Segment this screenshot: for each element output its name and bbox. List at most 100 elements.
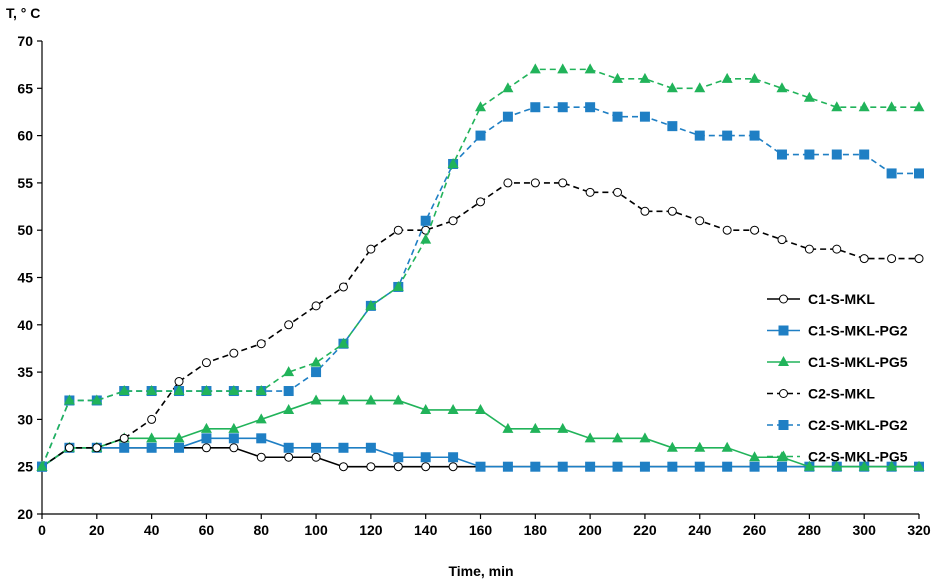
data-point <box>558 178 568 188</box>
data-point <box>694 461 705 472</box>
data-point <box>639 432 651 443</box>
data-point <box>255 385 267 396</box>
x-tick-label: 260 <box>743 522 767 538</box>
data-point <box>146 442 157 453</box>
data-point <box>695 216 705 226</box>
data-point <box>694 441 706 452</box>
data-point <box>256 339 266 349</box>
x-tick-label: 240 <box>688 522 712 538</box>
data-point <box>886 168 897 179</box>
legend-label: C2-S-MKL <box>808 386 875 402</box>
series-c2-s-mkl-pg2 <box>37 102 924 472</box>
data-point <box>311 442 322 453</box>
data-point <box>886 101 898 112</box>
data-point <box>913 101 925 112</box>
data-point <box>831 101 843 112</box>
data-point <box>256 433 267 444</box>
y-tick-label: 25 <box>17 459 33 475</box>
y-tick-label: 30 <box>17 411 33 427</box>
data-point <box>337 394 349 405</box>
x-tick-label: 40 <box>144 522 160 538</box>
data-point <box>283 386 294 397</box>
data-point <box>666 441 678 452</box>
data-point <box>447 403 459 414</box>
data-point <box>529 63 541 74</box>
data-point <box>392 394 404 405</box>
x-tick-label: 100 <box>304 522 328 538</box>
data-point <box>776 461 787 472</box>
data-point <box>174 442 185 453</box>
data-point <box>858 460 870 471</box>
data-point <box>557 63 569 74</box>
legend-label: C1-S-MKL-PG2 <box>808 323 908 339</box>
data-point <box>448 462 458 472</box>
data-point <box>777 235 787 245</box>
data-point <box>557 461 568 472</box>
data-point <box>502 111 513 122</box>
data-point <box>310 394 322 405</box>
data-point <box>584 432 596 443</box>
data-point <box>201 433 212 444</box>
data-point <box>200 385 212 396</box>
data-point <box>64 443 74 453</box>
data-point <box>393 452 404 463</box>
data-point <box>201 443 211 453</box>
data-point <box>530 461 541 472</box>
data-point <box>366 244 376 254</box>
y-tick-label: 55 <box>17 175 33 191</box>
data-point <box>475 461 486 472</box>
data-point <box>228 433 239 444</box>
data-point <box>366 462 376 472</box>
data-point <box>91 394 103 405</box>
x-tick-label: 300 <box>853 522 877 538</box>
y-tick-label: 70 <box>17 33 33 49</box>
y-tick-label: 65 <box>17 80 33 96</box>
data-point <box>722 225 732 235</box>
legend-label: C1-S-MKL-PG5 <box>808 354 908 370</box>
series-layer <box>36 63 925 472</box>
data-point <box>393 225 403 235</box>
data-point <box>640 206 650 216</box>
x-tick-label: 220 <box>633 522 657 538</box>
legend-marker <box>779 389 788 398</box>
data-point <box>749 72 761 83</box>
data-point <box>173 432 185 443</box>
data-point <box>749 130 760 141</box>
legend-item: C2-S-MKL-PG5 <box>767 449 908 465</box>
x-tick-label: 280 <box>798 522 822 538</box>
data-point <box>174 377 184 387</box>
data-point <box>448 216 458 226</box>
series-c2-s-mkl-pg5 <box>36 63 925 471</box>
data-point <box>283 403 295 414</box>
data-point <box>585 102 596 113</box>
data-point <box>584 63 596 74</box>
series-c1-s-mkl-pg5 <box>36 394 925 471</box>
y-tick-label: 20 <box>17 506 33 522</box>
data-point <box>667 206 677 216</box>
data-point <box>776 82 788 93</box>
data-point <box>311 452 321 462</box>
data-point <box>721 441 733 452</box>
data-point <box>310 356 322 367</box>
data-point <box>666 82 678 93</box>
legend-label: C1-S-MKL <box>808 291 875 307</box>
legend-marker <box>778 356 789 366</box>
data-point <box>667 121 678 132</box>
y-tick-label: 45 <box>17 270 33 286</box>
data-point <box>694 82 706 93</box>
x-tick-label: 180 <box>524 522 548 538</box>
legend-item: C2-S-MKL <box>767 386 875 402</box>
x-tick-label: 80 <box>253 522 269 538</box>
data-point <box>612 432 624 443</box>
data-point <box>147 414 157 424</box>
data-point <box>475 403 486 414</box>
y-tick-label: 60 <box>17 128 33 144</box>
data-point <box>283 366 295 377</box>
data-point <box>913 460 925 471</box>
data-point <box>749 461 760 472</box>
data-point <box>859 149 870 160</box>
legend-item: C1-S-MKL <box>767 291 875 307</box>
data-point <box>475 130 486 141</box>
data-point <box>612 72 624 83</box>
